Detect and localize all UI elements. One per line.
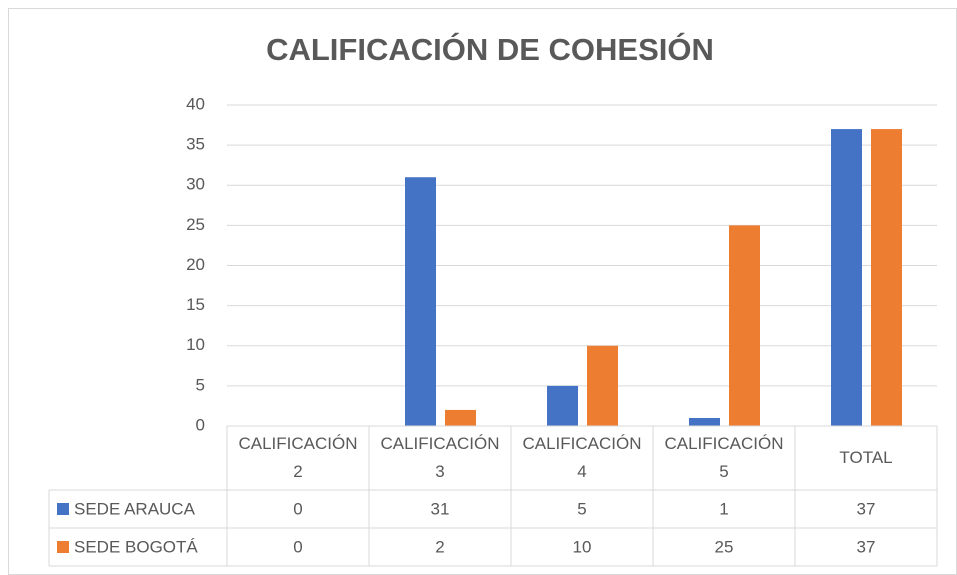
table-value: 5 (577, 499, 586, 518)
y-tick-label: 25 (186, 215, 205, 234)
legend-swatch (57, 541, 69, 553)
y-tick-label: 40 (186, 94, 205, 113)
table-value: 31 (431, 499, 450, 518)
y-tick-label: 20 (186, 255, 205, 274)
bar (729, 225, 760, 426)
table-value: 10 (573, 537, 592, 556)
chart-border (8, 8, 957, 575)
x-tick-label: CALIFICACIÓN 4 (522, 434, 642, 481)
bar (871, 129, 902, 426)
bar (689, 417, 720, 426)
bar (547, 385, 578, 426)
category-cell: CALIFICACIÓN 3 (380, 434, 500, 481)
bar (445, 409, 476, 426)
legend-swatch (57, 503, 69, 515)
table-value: 37 (857, 537, 876, 556)
bar (587, 345, 618, 426)
x-tick-label: CALIFICACIÓN 3 (380, 434, 500, 481)
bar (405, 177, 436, 426)
bar (831, 129, 862, 426)
category-cell: TOTAL (839, 448, 893, 467)
y-tick-label: 10 (186, 335, 205, 354)
category-cell: CALIFICACIÓN 2 (238, 434, 358, 481)
y-tick-label: 5 (196, 375, 205, 394)
table-value: 2 (435, 537, 444, 556)
table-value: 0 (293, 499, 302, 518)
x-tick-label: CALIFICACIÓN 5 (664, 434, 784, 481)
table-value: 37 (857, 499, 876, 518)
table-value: 0 (293, 537, 302, 556)
table-value: 25 (715, 537, 734, 556)
legend-label: SEDE BOGOTÁ (74, 537, 198, 556)
category-cell: CALIFICACIÓN 5 (664, 434, 784, 481)
y-tick-label: 30 (186, 175, 205, 194)
chart-title: CALIFICACIÓN DE COHESIÓN (266, 31, 714, 67)
table-value: 1 (719, 499, 728, 518)
x-tick-label: CALIFICACIÓN 2 (238, 434, 358, 481)
legend-label: SEDE ARAUCA (74, 499, 196, 518)
x-tick-label: TOTAL (839, 448, 893, 467)
y-tick-label: 0 (196, 415, 205, 434)
y-tick-label: 15 (186, 295, 205, 314)
y-tick-label: 35 (186, 135, 205, 154)
category-cell: CALIFICACIÓN 4 (522, 434, 642, 481)
